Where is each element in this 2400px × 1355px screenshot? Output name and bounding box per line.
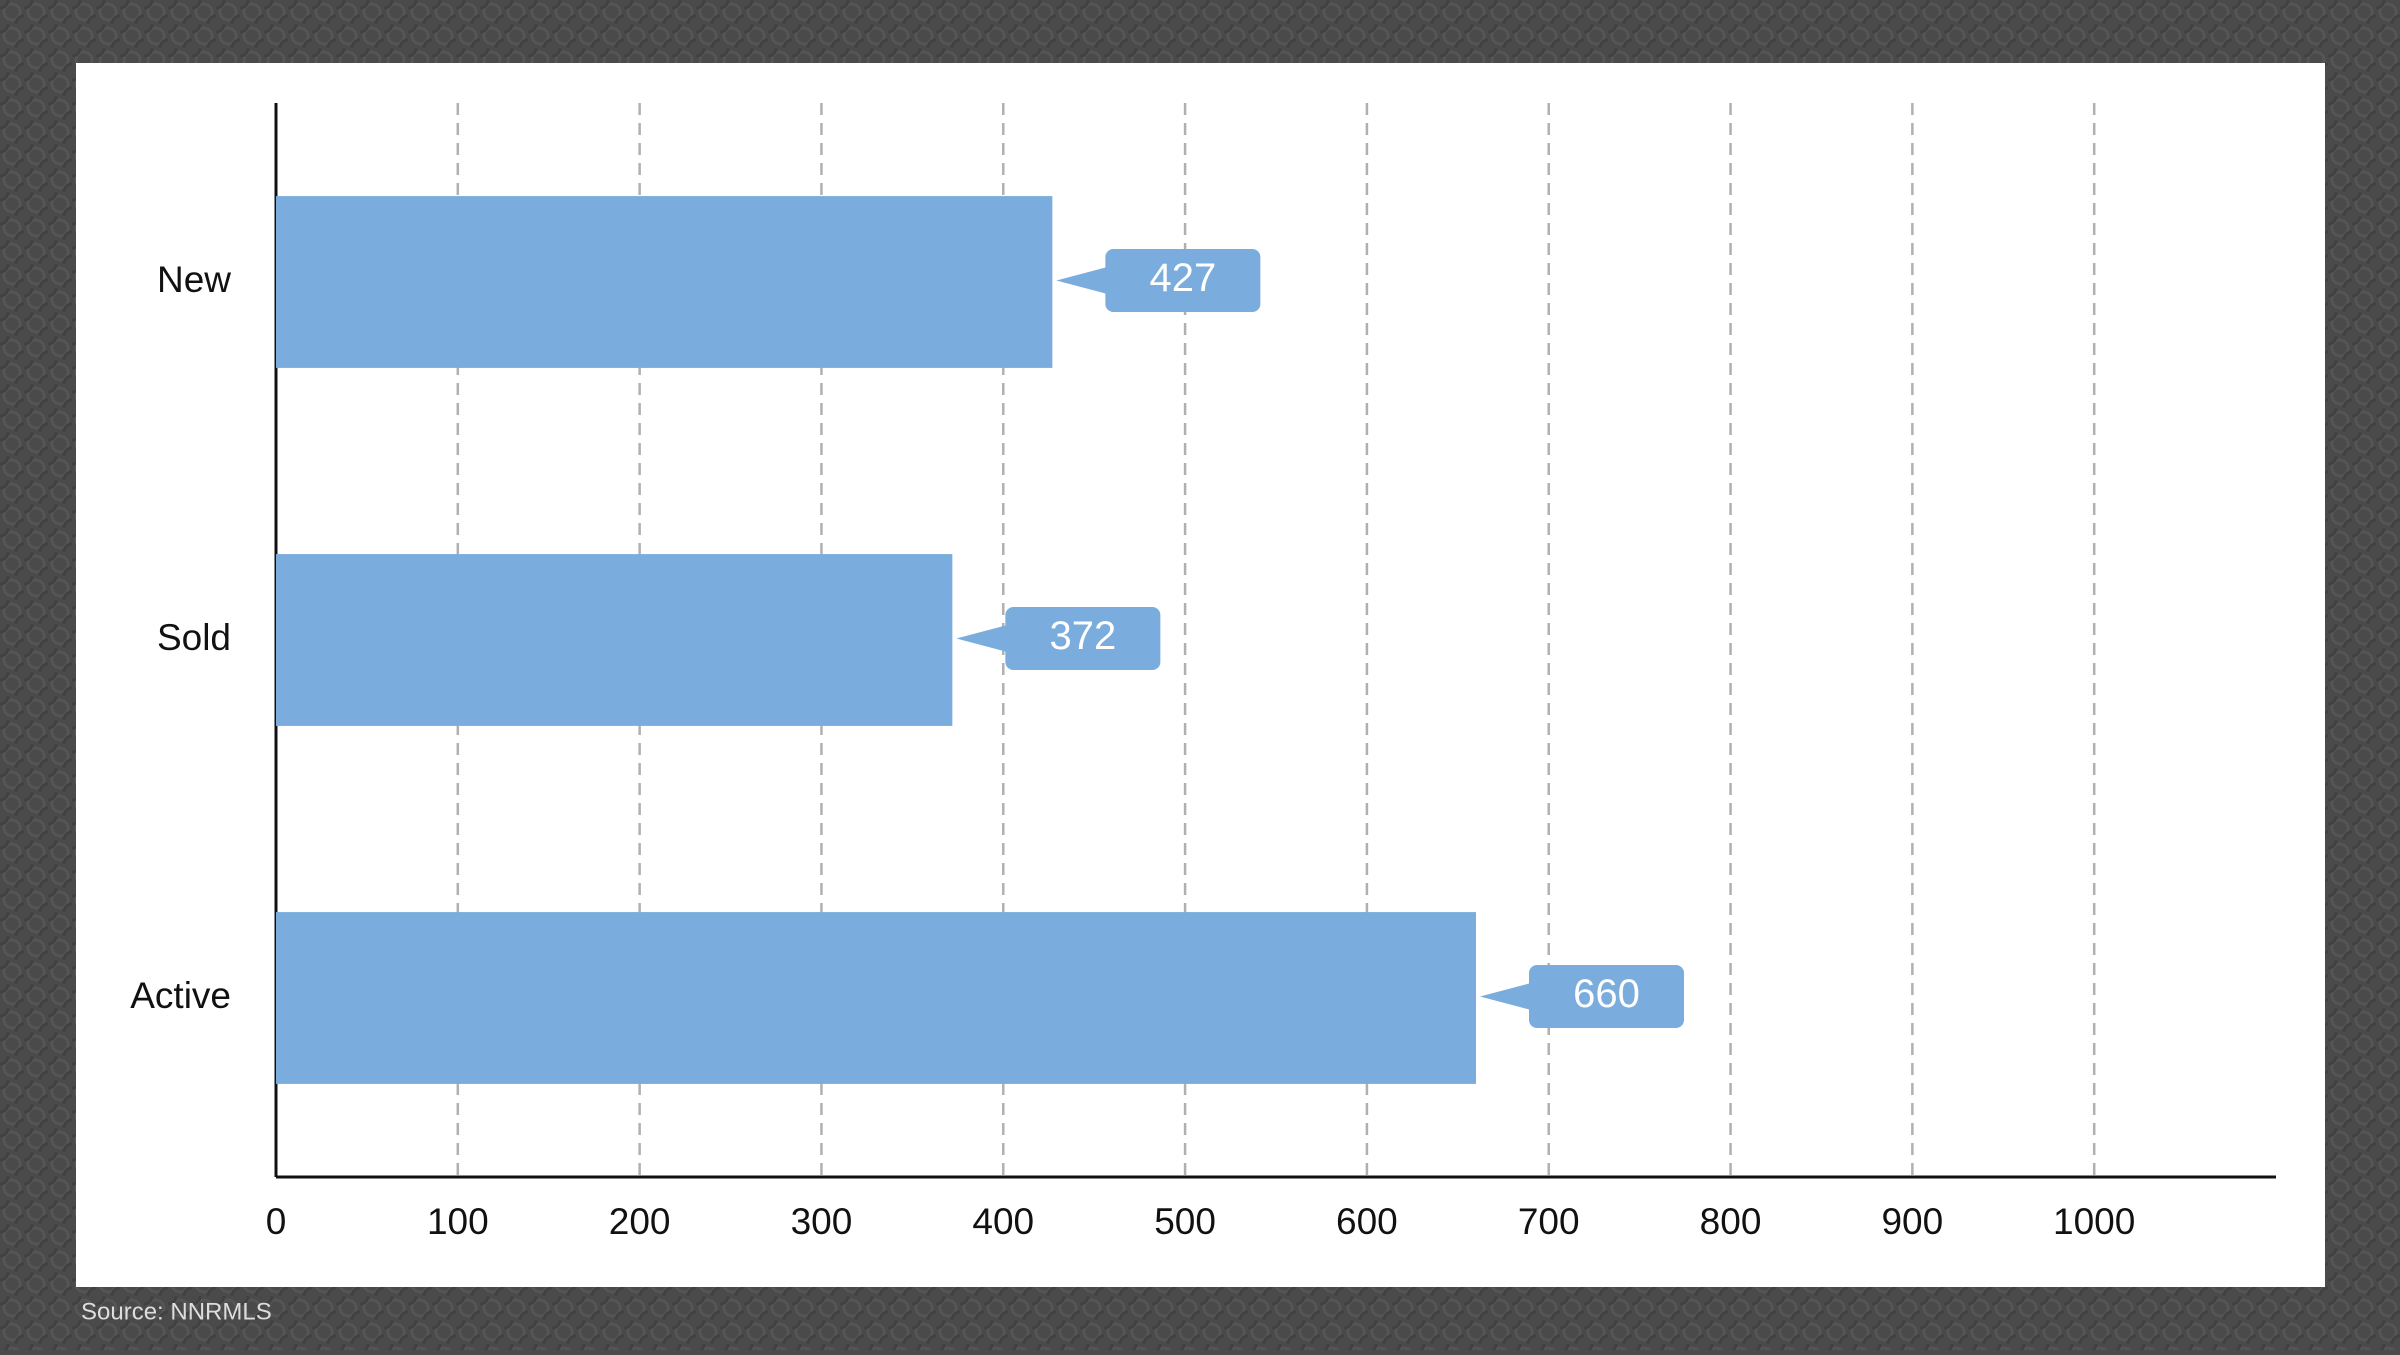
x-tick-label: 200 [609, 1201, 671, 1242]
y-tick-label: Sold [157, 617, 231, 658]
x-tick-label: 400 [972, 1201, 1034, 1242]
x-tick-label: 700 [1518, 1201, 1580, 1242]
bar [276, 554, 953, 726]
x-tick-label: 0 [266, 1201, 287, 1242]
bar [276, 912, 1476, 1084]
value-label: 427 [1149, 256, 1216, 300]
y-tick-label: New [157, 259, 231, 300]
x-tick-label: 600 [1336, 1201, 1398, 1242]
value-callout [1005, 607, 1161, 670]
x-tick-label: 900 [1881, 1201, 1943, 1242]
value-label: 372 [1049, 614, 1116, 658]
x-tick-label: 1000 [2053, 1201, 2135, 1242]
value-callout [1056, 267, 1108, 294]
bar [276, 196, 1053, 368]
value-callout [1480, 983, 1531, 1010]
y-tick-label: Active [130, 975, 231, 1016]
value-callout [956, 625, 1008, 652]
value-callout [1105, 249, 1261, 312]
source-note: Source: NNRMLS [81, 1298, 272, 1325]
value-callout [1529, 965, 1684, 1028]
x-tick-label: 800 [1700, 1201, 1762, 1242]
value-label: 660 [1573, 972, 1640, 1016]
x-tick-label: 100 [427, 1201, 489, 1242]
x-tick-label: 500 [1154, 1201, 1216, 1242]
x-tick-label: 300 [791, 1201, 853, 1242]
